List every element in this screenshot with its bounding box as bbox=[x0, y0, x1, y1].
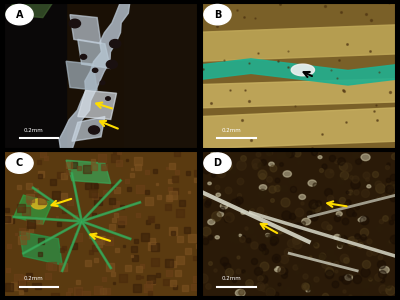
Polygon shape bbox=[202, 79, 396, 108]
Polygon shape bbox=[31, 199, 47, 209]
Circle shape bbox=[208, 219, 215, 225]
Polygon shape bbox=[291, 64, 314, 76]
Polygon shape bbox=[78, 39, 111, 68]
Circle shape bbox=[211, 152, 215, 155]
Circle shape bbox=[110, 40, 121, 48]
Circle shape bbox=[6, 153, 33, 173]
Circle shape bbox=[216, 193, 220, 197]
Polygon shape bbox=[66, 61, 97, 90]
Circle shape bbox=[106, 97, 110, 100]
Circle shape bbox=[299, 194, 306, 200]
Circle shape bbox=[318, 156, 322, 159]
Text: 0.2mm: 0.2mm bbox=[24, 128, 43, 133]
Circle shape bbox=[88, 126, 100, 134]
Circle shape bbox=[220, 203, 228, 209]
Circle shape bbox=[302, 218, 310, 225]
Circle shape bbox=[308, 180, 316, 186]
Circle shape bbox=[338, 245, 342, 248]
Circle shape bbox=[6, 4, 33, 25]
Polygon shape bbox=[20, 232, 62, 265]
Circle shape bbox=[69, 19, 80, 28]
Circle shape bbox=[215, 236, 219, 239]
Circle shape bbox=[266, 233, 270, 237]
Circle shape bbox=[306, 289, 310, 292]
Circle shape bbox=[336, 212, 342, 216]
Polygon shape bbox=[78, 90, 116, 119]
Circle shape bbox=[276, 267, 280, 270]
Circle shape bbox=[92, 68, 98, 72]
Text: A: A bbox=[16, 10, 23, 20]
Circle shape bbox=[204, 4, 231, 25]
Circle shape bbox=[345, 274, 352, 280]
Text: 0.2mm: 0.2mm bbox=[24, 276, 43, 281]
Circle shape bbox=[283, 171, 292, 177]
Circle shape bbox=[204, 153, 231, 173]
Circle shape bbox=[208, 182, 211, 185]
Circle shape bbox=[80, 55, 87, 59]
Circle shape bbox=[259, 185, 267, 190]
Circle shape bbox=[100, 81, 105, 85]
Text: 0.2mm: 0.2mm bbox=[221, 276, 241, 281]
Circle shape bbox=[334, 235, 340, 239]
Circle shape bbox=[380, 266, 389, 273]
Circle shape bbox=[361, 154, 370, 161]
Polygon shape bbox=[66, 160, 111, 184]
Circle shape bbox=[238, 234, 242, 237]
Polygon shape bbox=[202, 25, 396, 61]
Text: D: D bbox=[214, 158, 222, 168]
Text: 0.2mm: 0.2mm bbox=[221, 128, 241, 133]
Polygon shape bbox=[70, 15, 101, 44]
Circle shape bbox=[274, 267, 280, 272]
Circle shape bbox=[360, 217, 366, 221]
Circle shape bbox=[358, 218, 363, 222]
Text: C: C bbox=[16, 158, 23, 168]
Polygon shape bbox=[72, 116, 105, 141]
Circle shape bbox=[367, 185, 371, 188]
Polygon shape bbox=[14, 195, 52, 224]
Text: B: B bbox=[214, 10, 221, 20]
Circle shape bbox=[241, 211, 246, 214]
Circle shape bbox=[269, 162, 274, 166]
Circle shape bbox=[217, 212, 224, 217]
Circle shape bbox=[106, 60, 117, 68]
Polygon shape bbox=[202, 108, 396, 148]
Polygon shape bbox=[4, 3, 52, 18]
Circle shape bbox=[235, 290, 245, 297]
